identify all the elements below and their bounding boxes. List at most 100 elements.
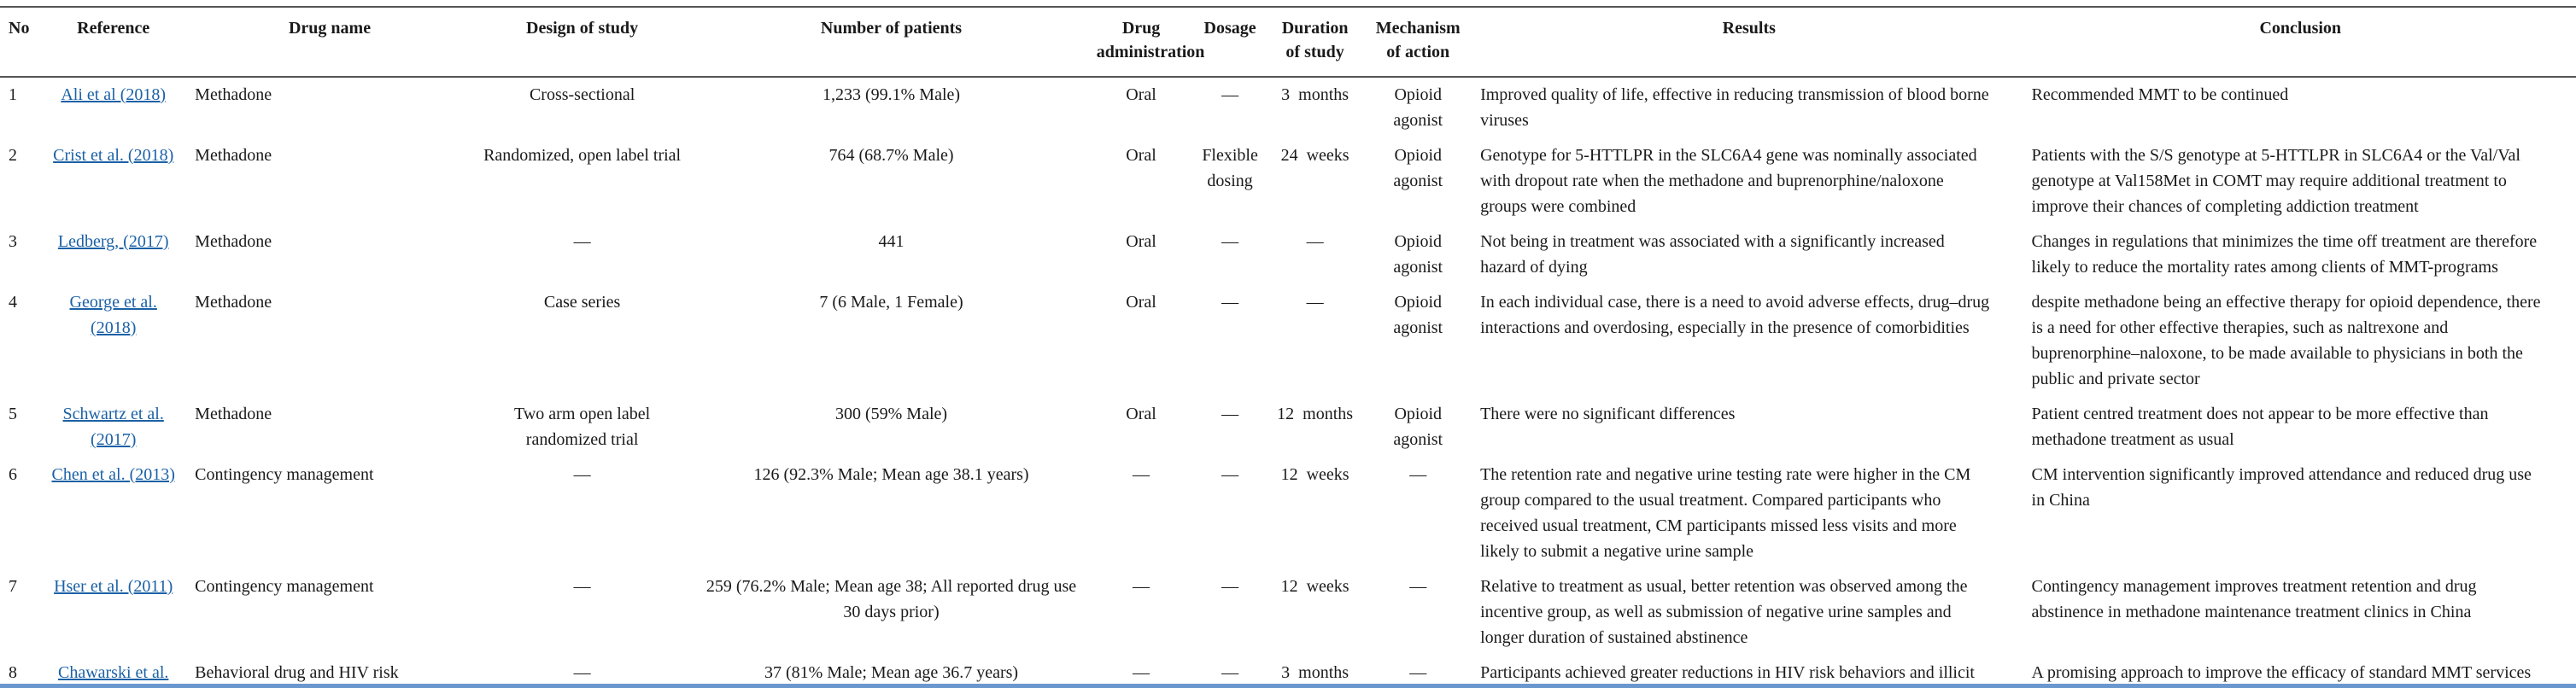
administration-cell: Oral xyxy=(1126,232,1156,251)
patients-cell: 7 (6 Male, 1 Female) xyxy=(819,293,963,312)
patients-cell: 300 (59% Male) xyxy=(834,405,948,423)
row-number: 6 xyxy=(9,465,17,484)
table-row: 3 Ledberg, (2017) Methadone — 441 Oral —… xyxy=(0,224,2576,285)
reference-cell: Ledberg, (2017) xyxy=(38,224,188,285)
col-header-no: No xyxy=(9,19,30,38)
row-number: 1 xyxy=(9,85,17,104)
mechanism-cell: Opioid agonist xyxy=(1393,146,1443,190)
results-cell: Genotype for 5-HTTLPR in the SLC6A4 gene… xyxy=(1480,146,1977,216)
results-cell: There were no significant differences xyxy=(1480,405,1736,423)
table-row: 6 Chen et al. (2013) Contingency managem… xyxy=(0,458,2576,569)
conclusion-cell: Recommended MMT to be continued xyxy=(2031,85,2289,104)
reference-link[interactable]: Chen et al. (2013) xyxy=(51,465,175,484)
administration-cell: — xyxy=(1133,465,1150,484)
reference-link[interactable]: Ali et al (2018) xyxy=(61,85,167,104)
drug-name-cell: Methadone xyxy=(195,232,272,251)
reference-link[interactable]: Crist et al. (2018) xyxy=(53,146,174,165)
design-cell: Case series xyxy=(543,293,621,312)
col-header-dosage: Dosage xyxy=(1203,19,1256,38)
duration-cell: 3 months xyxy=(1281,663,1349,682)
mechanism-cell: — xyxy=(1409,577,1427,596)
col-header-reference: Reference xyxy=(77,19,150,38)
row-number: 4 xyxy=(9,293,17,312)
col-header-results: Results xyxy=(1722,19,1776,38)
reference-link[interactable]: Chawarski et al. (2011) xyxy=(57,663,169,682)
administration-cell: Oral xyxy=(1126,146,1156,165)
reference-link[interactable]: Hser et al. (2011) xyxy=(54,577,173,596)
mechanism-cell: — xyxy=(1409,663,1427,682)
row-number: 5 xyxy=(9,405,17,423)
drug-name-cell: Behavioral drug and HIV risk reduction c… xyxy=(195,663,399,682)
drug-name-cell: Methadone xyxy=(195,146,272,165)
conclusion-cell: despite methadone being an effective the… xyxy=(2031,293,2541,388)
dosage-cell: — xyxy=(1221,232,1239,251)
col-header-design: Design of study xyxy=(526,19,639,38)
design-cell: — xyxy=(573,663,591,682)
table-row: 2 Crist et al. (2018) Methadone Randomiz… xyxy=(0,138,2576,224)
table-row: 4 George et al. (2018) Methadone Case se… xyxy=(0,285,2576,397)
drug-name-cell: Contingency management xyxy=(195,465,374,484)
mechanism-cell: Opioid agonist xyxy=(1393,293,1443,337)
design-cell: — xyxy=(573,465,591,484)
conclusion-cell: Patient centred treatment does not appea… xyxy=(2031,405,2489,449)
administration-cell: Oral xyxy=(1126,405,1156,423)
studies-table: No Reference Drug name Design of study N… xyxy=(0,6,2576,688)
design-cell: Two arm open label randomized trial xyxy=(514,405,651,449)
reference-cell: Ali et al (2018) xyxy=(38,77,188,138)
duration-cell: — xyxy=(1306,232,1324,251)
reference-cell: George et al. (2018) xyxy=(38,285,188,397)
reference-cell: Chen et al. (2013) xyxy=(38,458,188,569)
col-header-conclusion: Conclusion xyxy=(2259,19,2342,38)
table-row: 1 Ali et al (2018) Methadone Cross-secti… xyxy=(0,77,2576,138)
reference-cell: Schwartz et al. (2017) xyxy=(38,397,188,458)
results-cell: The retention rate and negative urine te… xyxy=(1480,465,1971,561)
duration-cell: 24 weeks xyxy=(1280,146,1349,165)
mechanism-cell: Opioid agonist xyxy=(1393,85,1443,130)
mechanism-cell: Opioid agonist xyxy=(1393,405,1443,449)
table-row: 8 Chawarski et al. (2011) Behavioral dru… xyxy=(0,656,2576,688)
conclusion-cell: CM intervention significantly improved a… xyxy=(2031,465,2532,510)
duration-cell: — xyxy=(1306,293,1324,312)
duration-cell: 12 weeks xyxy=(1280,465,1349,484)
row-number: 8 xyxy=(9,663,17,682)
row-number: 2 xyxy=(9,146,17,165)
dosage-cell: — xyxy=(1221,405,1239,423)
col-header-patients: Number of patients xyxy=(820,19,963,38)
administration-cell: Oral xyxy=(1126,85,1156,104)
row-number: 7 xyxy=(9,577,17,596)
administration-cell: — xyxy=(1133,577,1150,596)
mechanism-cell: Opioid agonist xyxy=(1393,232,1443,277)
conclusion-cell: Contingency management improves treatmen… xyxy=(2031,577,2477,621)
header-row: No Reference Drug name Design of study N… xyxy=(0,7,2576,77)
reference-link[interactable]: Ledberg, (2017) xyxy=(57,232,169,251)
drug-name-cell: Methadone xyxy=(195,293,272,312)
patients-cell: 126 (92.3% Male; Mean age 38.1 years) xyxy=(753,465,1029,484)
results-cell: Participants achieved greater reductions… xyxy=(1480,663,1975,682)
conclusion-cell: Changes in regulations that minimizes th… xyxy=(2031,232,2538,277)
dosage-cell: Flexible dosing xyxy=(1202,146,1258,190)
conclusion-cell: A promising approach to improve the effi… xyxy=(2031,663,2532,682)
col-header-duration: Duration of study xyxy=(1281,19,1349,61)
design-cell: Randomized, open label trial xyxy=(483,146,682,165)
patients-cell: 441 xyxy=(878,232,905,251)
dosage-cell: — xyxy=(1221,465,1239,484)
results-cell: Not being in treatment was associated wi… xyxy=(1480,232,1945,277)
conclusion-cell: Patients with the S/S genotype at 5-HTTL… xyxy=(2031,146,2520,216)
reference-cell: Hser et al. (2011) xyxy=(38,569,188,656)
duration-cell: 12 months xyxy=(1277,405,1354,423)
design-cell: Cross-sectional xyxy=(529,85,635,104)
patients-cell: 764 (68.7% Male) xyxy=(828,146,954,165)
results-cell: In each individual case, there is a need… xyxy=(1480,293,1990,337)
reference-link[interactable]: Schwartz et al. (2017) xyxy=(62,405,164,449)
duration-cell: 12 weeks xyxy=(1280,577,1349,596)
reference-cell: Chawarski et al. (2011) xyxy=(38,656,188,688)
design-cell: — xyxy=(573,577,591,596)
duration-cell: 3 months xyxy=(1281,85,1349,104)
results-cell: Relative to treatment as usual, better r… xyxy=(1480,577,1968,647)
table-row: 7 Hser et al. (2011) Contingency managem… xyxy=(0,569,2576,656)
dosage-cell: — xyxy=(1221,663,1239,682)
reference-link[interactable]: George et al. (2018) xyxy=(69,293,157,337)
table-row: 5 Schwartz et al. (2017) Methadone Two a… xyxy=(0,397,2576,458)
table-body: 1 Ali et al (2018) Methadone Cross-secti… xyxy=(0,77,2576,688)
